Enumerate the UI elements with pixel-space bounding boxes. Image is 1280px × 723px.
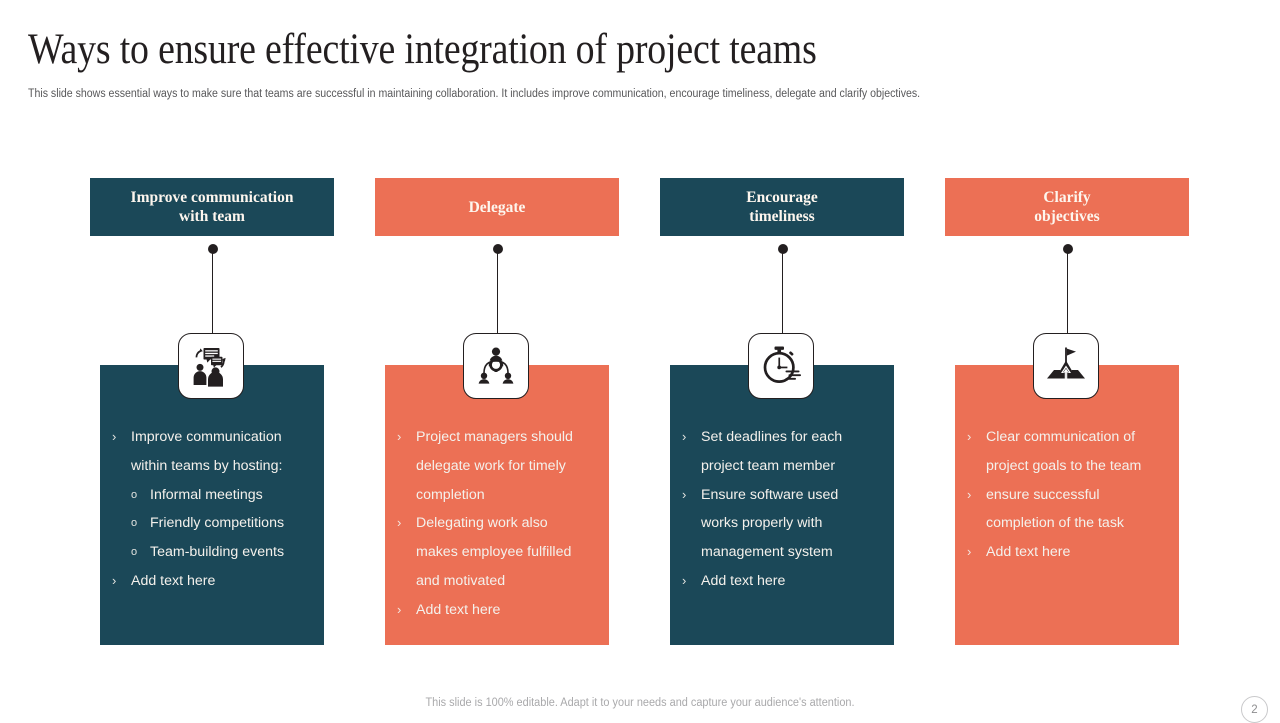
bullet-list: › Project managers should delegate work f… — [397, 423, 593, 625]
bullet-text: Improve communication within teams by ho… — [131, 429, 283, 474]
column-header-chip: Encourage timeliness — [660, 178, 904, 236]
bullet-marker: › — [682, 429, 687, 444]
bullet-text: Add text here — [131, 572, 216, 589]
connector-line — [1063, 244, 1073, 499]
connector-dot — [778, 244, 788, 254]
connector-stem — [1067, 252, 1069, 342]
bullet-text: Add text here — [701, 572, 786, 589]
connector-line — [493, 244, 503, 499]
bullet-list: › Clear communication of project goals to… — [967, 423, 1163, 567]
list-item: › Project managers should delegate work f… — [397, 423, 593, 509]
column-improve-communication: Improve communication with team › Improve… — [73, 160, 358, 660]
connector-line — [208, 244, 218, 499]
column-body-panel: › Improve communication within teams by h… — [100, 365, 324, 645]
bullet-marker: › — [112, 572, 117, 588]
column-header-label: Delegate — [468, 198, 526, 216]
column-header-label: Improve communication with team — [130, 189, 294, 225]
bullet-marker: o — [131, 517, 138, 530]
bullet-marker: › — [397, 601, 402, 617]
icon-card — [1033, 333, 1099, 399]
list-item: › Add text here — [682, 567, 878, 596]
page-title: Ways to ensure effective integration of … — [28, 26, 817, 73]
connector-stem — [497, 252, 499, 342]
bullet-marker: o — [131, 488, 138, 501]
bullet-text: Team-building events — [150, 544, 285, 561]
bullet-text: ensure successful completion of the task — [986, 486, 1125, 532]
connector-dot — [208, 244, 218, 254]
bullet-text: Delegating work also makes employee fulf… — [416, 515, 572, 589]
list-item: o Friendly competitions — [112, 509, 308, 538]
bullet-marker: › — [397, 515, 402, 531]
connector-dot — [493, 244, 503, 254]
list-item: o Team-building events — [112, 538, 308, 567]
connector-dot — [1063, 244, 1073, 254]
bullet-list: › Improve communication within teams by h… — [112, 423, 308, 596]
list-item: › Add text here — [112, 567, 308, 596]
bullet-marker: › — [967, 544, 972, 560]
bullet-list: › Set deadlines for each project team mem… — [682, 423, 878, 596]
column-delegate: Delegate › Project managers should delega… — [358, 160, 643, 660]
delegation-hierarchy-icon — [475, 345, 517, 387]
list-item: › Ensure software used works properly wit… — [682, 481, 878, 567]
stopwatch-icon — [759, 345, 803, 387]
connector-line — [778, 244, 788, 499]
bullet-marker: › — [397, 429, 402, 444]
column-header-chip: Improve communication with team — [90, 178, 334, 236]
bullet-text: Project managers should delegate work fo… — [416, 429, 573, 503]
bullet-text: Set deadlines for each project team memb… — [701, 429, 843, 474]
connector-stem — [212, 252, 214, 342]
column-header-label: Encourage timeliness — [746, 189, 818, 225]
icon-card — [463, 333, 529, 399]
icon-card — [748, 333, 814, 399]
columns-container: Improve communication with team › Improve… — [0, 160, 1280, 660]
bullet-text: Add text here — [986, 544, 1071, 561]
footer-note: This slide is 100% editable. Adapt it to… — [425, 697, 855, 709]
bullet-marker: › — [112, 429, 117, 444]
bullet-text: Ensure software used works properly with… — [701, 486, 839, 561]
list-item: › Clear communication of project goals to… — [967, 423, 1163, 481]
people-chat-icon — [189, 345, 233, 387]
page-subtitle: This slide shows essential ways to make … — [28, 88, 921, 100]
column-body-panel: › Project managers should delegate work f… — [385, 365, 609, 645]
slide-header: Ways to ensure effective integration of … — [28, 24, 1252, 101]
list-item: › Delegating work also makes employee ful… — [397, 509, 593, 595]
list-item: › Add text here — [397, 596, 593, 625]
column-body-panel: › Clear communication of project goals to… — [955, 365, 1179, 645]
bullet-text: Clear communication of project goals to … — [986, 429, 1142, 474]
bullet-marker: › — [682, 486, 687, 502]
bullet-marker: › — [967, 486, 972, 502]
bullet-marker: o — [131, 546, 138, 559]
list-item: o Informal meetings — [112, 481, 308, 510]
column-header-chip: Clarify objectives — [945, 178, 1189, 236]
list-item: › Add text here — [967, 538, 1163, 567]
bullet-text: Add text here — [416, 601, 501, 618]
column-header-chip: Delegate — [375, 178, 619, 236]
bullet-text: Friendly competitions — [150, 515, 285, 532]
bullet-marker: › — [682, 572, 687, 588]
column-clarify-objectives: Clarify objectives › Clear communication … — [928, 160, 1213, 660]
page-number-badge: 2 — [1241, 696, 1268, 723]
column-header-label: Clarify objectives — [1034, 189, 1100, 225]
list-item: › Set deadlines for each project team mem… — [682, 423, 878, 481]
column-encourage-timeliness: Encourage timeliness › Set deadlines for … — [643, 160, 928, 660]
column-body-panel: › Set deadlines for each project team mem… — [670, 365, 894, 645]
connector-stem — [782, 252, 784, 342]
icon-card — [178, 333, 244, 399]
list-item: › Improve communication within teams by h… — [112, 423, 308, 481]
bullet-marker: › — [967, 429, 972, 444]
list-item: › ensure successful completion of the ta… — [967, 481, 1163, 539]
mountain-flag-goal-icon — [1044, 345, 1088, 387]
bullet-text: Informal meetings — [150, 486, 263, 503]
